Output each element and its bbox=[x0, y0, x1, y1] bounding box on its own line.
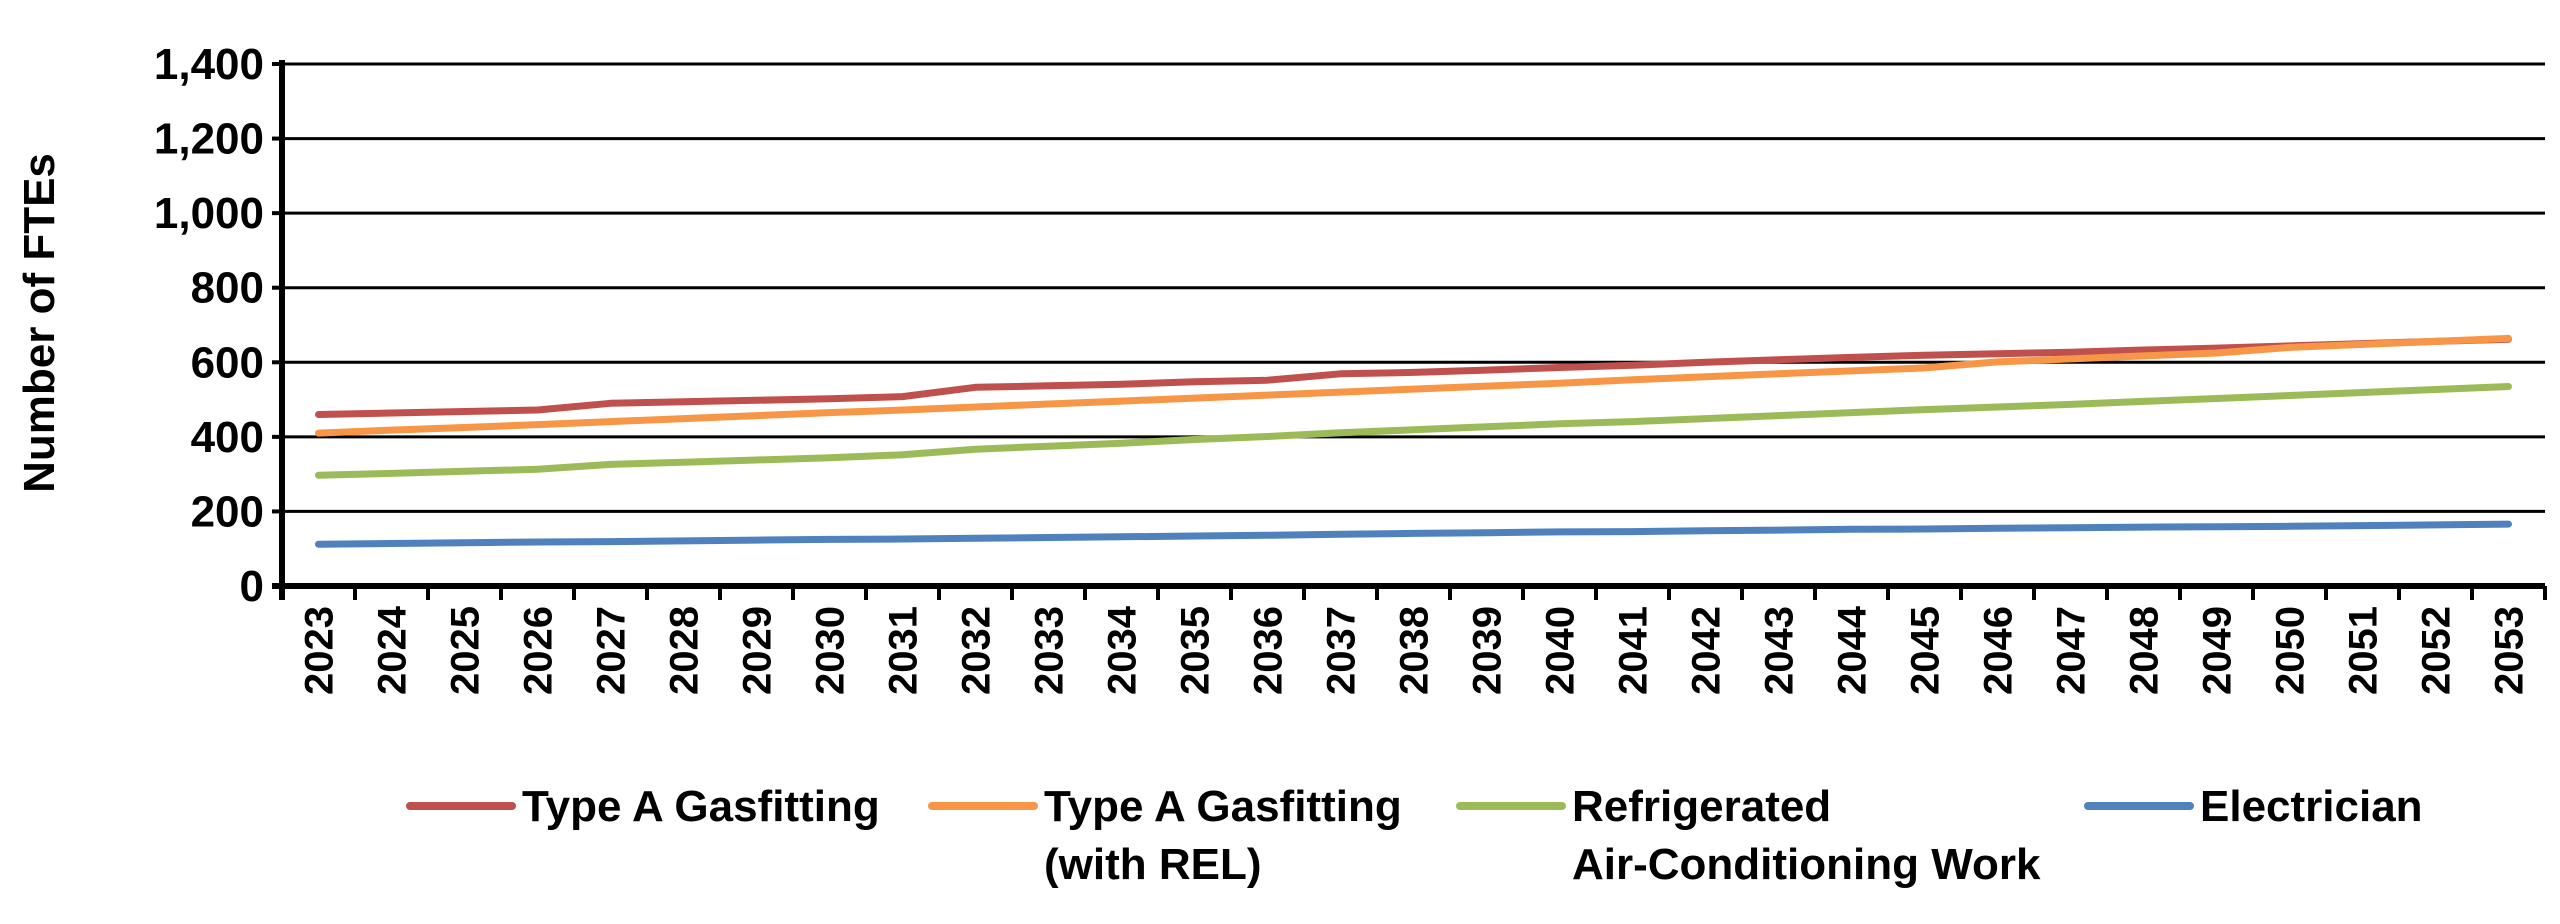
x-tick-label: 2023 bbox=[298, 606, 342, 695]
x-tick-label: 2028 bbox=[663, 606, 707, 695]
x-tick-label: 2030 bbox=[809, 606, 853, 695]
x-tick-label: 2032 bbox=[955, 606, 999, 695]
y-tick-label: 400 bbox=[191, 413, 264, 462]
legend-label: Air-Conditioning Work bbox=[1572, 840, 2041, 889]
x-tick-label: 2043 bbox=[1758, 606, 1802, 695]
x-tick-label: 2049 bbox=[2196, 606, 2240, 695]
legend-item: Type A Gasfitting bbox=[406, 782, 880, 831]
legend-label: Refrigerated bbox=[1572, 782, 1831, 831]
y-axis-label: Number of FTEs bbox=[15, 153, 64, 493]
legend-label: Electrician bbox=[2200, 782, 2423, 831]
x-tick-label: 2051 bbox=[2342, 606, 2386, 695]
x-tick-label: 2046 bbox=[1977, 606, 2021, 695]
x-tick-label: 2045 bbox=[1904, 606, 1948, 695]
x-tick-label: 2029 bbox=[736, 606, 780, 695]
x-tick-label: 2042 bbox=[1685, 606, 1729, 695]
x-tick-label: 2040 bbox=[1539, 606, 1583, 695]
y-tick-label: 800 bbox=[191, 264, 264, 313]
grid-lines bbox=[282, 62, 2545, 513]
legend: Type A Gasfitting Type A Gasfitting (with … bbox=[406, 782, 2423, 889]
x-tick-label: 2044 bbox=[1831, 605, 1875, 695]
series-line bbox=[315, 520, 2512, 548]
y-tick-label: 200 bbox=[191, 487, 264, 536]
legend-label: (with REL) bbox=[1044, 840, 1262, 889]
x-tick-label: 2036 bbox=[1247, 606, 1291, 695]
y-tick-label: 1,200 bbox=[154, 115, 264, 164]
x-tick-label: 2026 bbox=[517, 606, 561, 695]
x-tick-label: 2038 bbox=[1393, 606, 1437, 695]
x-tick-label: 2041 bbox=[1612, 606, 1656, 695]
legend-item: Refrigerated Air-Conditioning Work bbox=[1456, 782, 2041, 889]
series-line bbox=[315, 383, 2512, 479]
x-tick-label: 2034 bbox=[1101, 605, 1145, 695]
series-lines bbox=[315, 334, 2512, 548]
y-tick-labels: 0 200 400 600 800 1,000 1,200 1,400 bbox=[154, 40, 264, 611]
x-tick-label: 2031 bbox=[882, 606, 926, 695]
x-tick-label: 2025 bbox=[444, 606, 488, 695]
series-line bbox=[315, 334, 2512, 437]
x-tick-label: 2048 bbox=[2123, 606, 2167, 695]
series-line bbox=[315, 335, 2512, 418]
legend-item: Electrician bbox=[2084, 782, 2423, 831]
y-tick-label: 1,400 bbox=[154, 40, 264, 89]
x-tick-label: 2039 bbox=[1466, 606, 1510, 695]
x-tick-label: 2050 bbox=[2269, 606, 2313, 695]
x-tick-label: 2052 bbox=[2415, 606, 2459, 695]
x-tick-label: 2037 bbox=[1320, 606, 1364, 695]
y-tick-label: 1,000 bbox=[154, 189, 264, 238]
x-tick-label: 2035 bbox=[1174, 606, 1218, 695]
x-tick-label: 2033 bbox=[1028, 606, 1072, 695]
x-tick-label: 2027 bbox=[590, 606, 634, 695]
x-tick-label: 2053 bbox=[2488, 606, 2532, 695]
axes bbox=[272, 60, 2547, 600]
y-tick-label: 600 bbox=[191, 338, 264, 387]
x-tick-label: 2047 bbox=[2050, 606, 2094, 695]
y-tick-label: 0 bbox=[240, 562, 264, 611]
x-tick-label: 2024 bbox=[371, 605, 415, 695]
legend-label: Type A Gasfitting bbox=[522, 782, 880, 831]
x-tick-labels: 2023 2024 2025 2026 2027 2028 2029 2030 2031 2032… bbox=[298, 605, 2532, 695]
legend-label: Type A Gasfitting bbox=[1044, 782, 1402, 831]
legend-item: Type A Gasfitting (with REL) bbox=[928, 782, 1402, 889]
